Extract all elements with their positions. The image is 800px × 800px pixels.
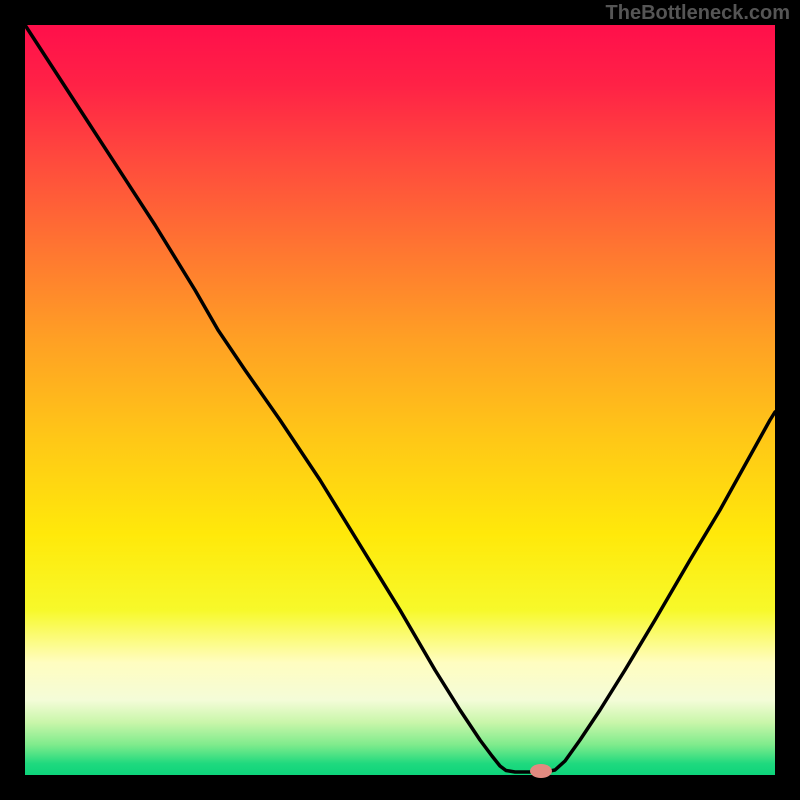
plot-background-gradient [25, 25, 775, 775]
bottleneck-chart [0, 0, 800, 800]
optimal-marker [530, 764, 552, 778]
chart-container: TheBottleneck.com [0, 0, 800, 800]
watermark-text: TheBottleneck.com [606, 2, 790, 25]
